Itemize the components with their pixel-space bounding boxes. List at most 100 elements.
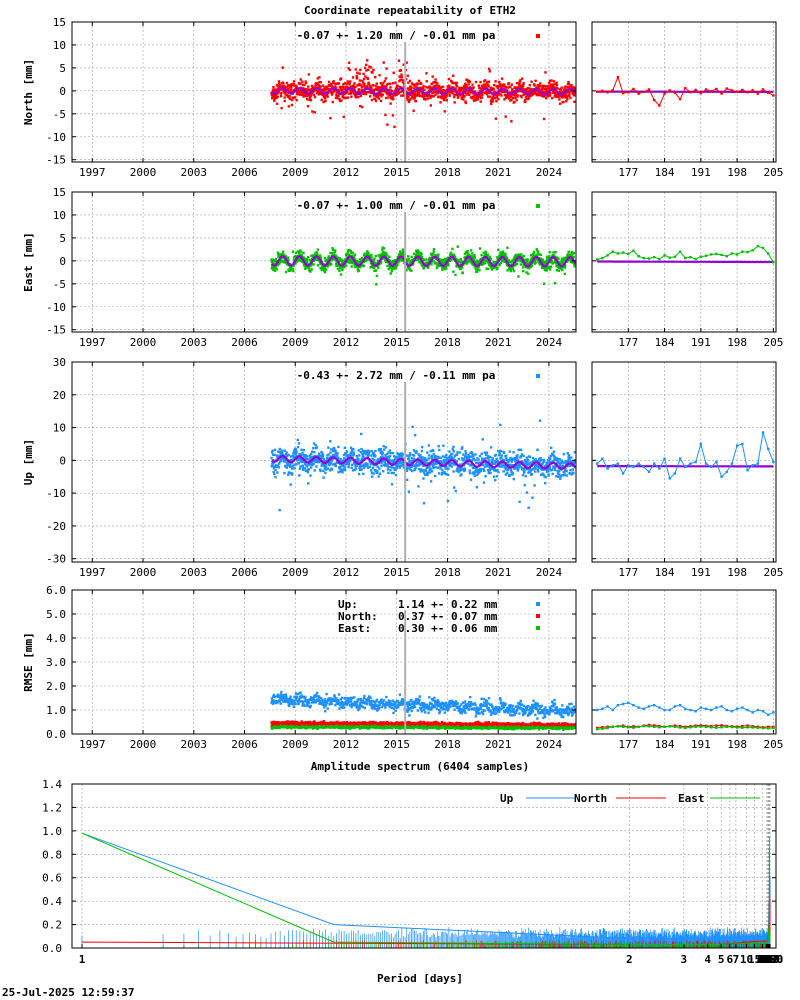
data-point <box>536 250 540 254</box>
data-point <box>353 82 356 85</box>
data-point <box>527 506 530 509</box>
data-point <box>353 87 356 90</box>
data-point <box>274 701 278 705</box>
inset-x-tick-label: 177 <box>618 566 638 579</box>
data-point <box>523 98 527 102</box>
data-point <box>564 85 567 88</box>
data-point <box>408 98 412 102</box>
data-point <box>557 460 560 464</box>
inset-data-point <box>746 91 749 94</box>
data-point <box>501 89 504 92</box>
data-point <box>381 83 384 87</box>
data-point <box>443 261 447 265</box>
data-point <box>440 473 444 476</box>
data-point <box>542 282 546 285</box>
data-point <box>291 464 294 468</box>
data-point <box>499 261 503 265</box>
data-point <box>280 81 284 85</box>
data-point <box>324 259 328 263</box>
data-point <box>280 91 283 95</box>
data-point <box>297 91 300 95</box>
inset-x-tick-label: 198 <box>727 336 747 349</box>
inset-data-point <box>678 97 682 101</box>
data-point <box>545 96 548 100</box>
data-point <box>489 446 493 449</box>
data-point <box>525 456 528 459</box>
data-point <box>351 76 355 79</box>
data-point <box>522 454 525 458</box>
data-point <box>464 84 468 87</box>
data-point <box>362 466 366 470</box>
data-point <box>519 94 523 98</box>
data-point <box>421 469 425 472</box>
data-point <box>311 463 314 467</box>
data-point <box>560 257 564 260</box>
data-point <box>550 258 553 262</box>
data-point <box>426 94 429 97</box>
data-point <box>528 87 532 90</box>
data-point <box>377 475 380 478</box>
data-point <box>370 475 374 478</box>
data-point <box>417 467 421 471</box>
data-point <box>401 259 404 262</box>
data-point <box>363 84 366 88</box>
y-tick-label: 10 <box>53 39 66 52</box>
data-point <box>376 95 380 98</box>
data-point <box>472 259 475 262</box>
data-point <box>324 97 327 100</box>
data-point <box>370 86 373 90</box>
data-point <box>414 253 418 256</box>
inset-x-tick-label: 177 <box>618 166 638 179</box>
data-point <box>339 273 343 276</box>
data-point <box>387 82 390 86</box>
data-point <box>333 90 336 93</box>
data-point <box>365 258 369 262</box>
data-point <box>272 461 275 465</box>
data-point <box>556 263 559 267</box>
data-point <box>543 95 546 98</box>
data-point <box>306 105 310 108</box>
data-point <box>495 95 499 98</box>
data-point <box>357 457 360 461</box>
data-point <box>545 269 548 272</box>
data-point <box>324 704 328 707</box>
data-point <box>465 85 469 89</box>
data-point <box>391 82 395 85</box>
inset-data-point <box>756 244 760 248</box>
data-point <box>399 459 403 463</box>
data-point <box>562 100 565 104</box>
data-point <box>461 468 465 471</box>
data-point <box>552 453 555 457</box>
data-point <box>323 706 326 709</box>
data-point <box>352 85 355 88</box>
data-point <box>314 256 317 260</box>
data-point <box>525 261 528 265</box>
data-point <box>528 96 531 99</box>
data-point <box>566 253 569 256</box>
data-point <box>387 264 391 267</box>
data-point <box>447 459 450 462</box>
data-point <box>350 91 353 94</box>
data-point <box>275 102 279 106</box>
data-point <box>469 478 473 481</box>
data-point <box>316 77 319 80</box>
inset-frame <box>591 191 777 333</box>
data-point <box>340 261 344 264</box>
y-tick-label: 0 <box>59 454 66 467</box>
data-point <box>565 96 568 99</box>
data-point <box>516 464 519 467</box>
data-point <box>327 255 330 258</box>
data-point <box>426 451 429 454</box>
data-point <box>276 693 280 696</box>
data-point <box>273 453 277 457</box>
data-point <box>453 455 457 458</box>
data-point <box>476 98 480 101</box>
inset-data-point <box>741 442 744 446</box>
data-point <box>337 456 340 460</box>
data-point <box>321 84 325 87</box>
data-point <box>343 82 347 85</box>
data-point <box>546 259 549 263</box>
data-point <box>432 252 435 256</box>
data-point <box>395 466 398 470</box>
data-point <box>271 449 274 452</box>
